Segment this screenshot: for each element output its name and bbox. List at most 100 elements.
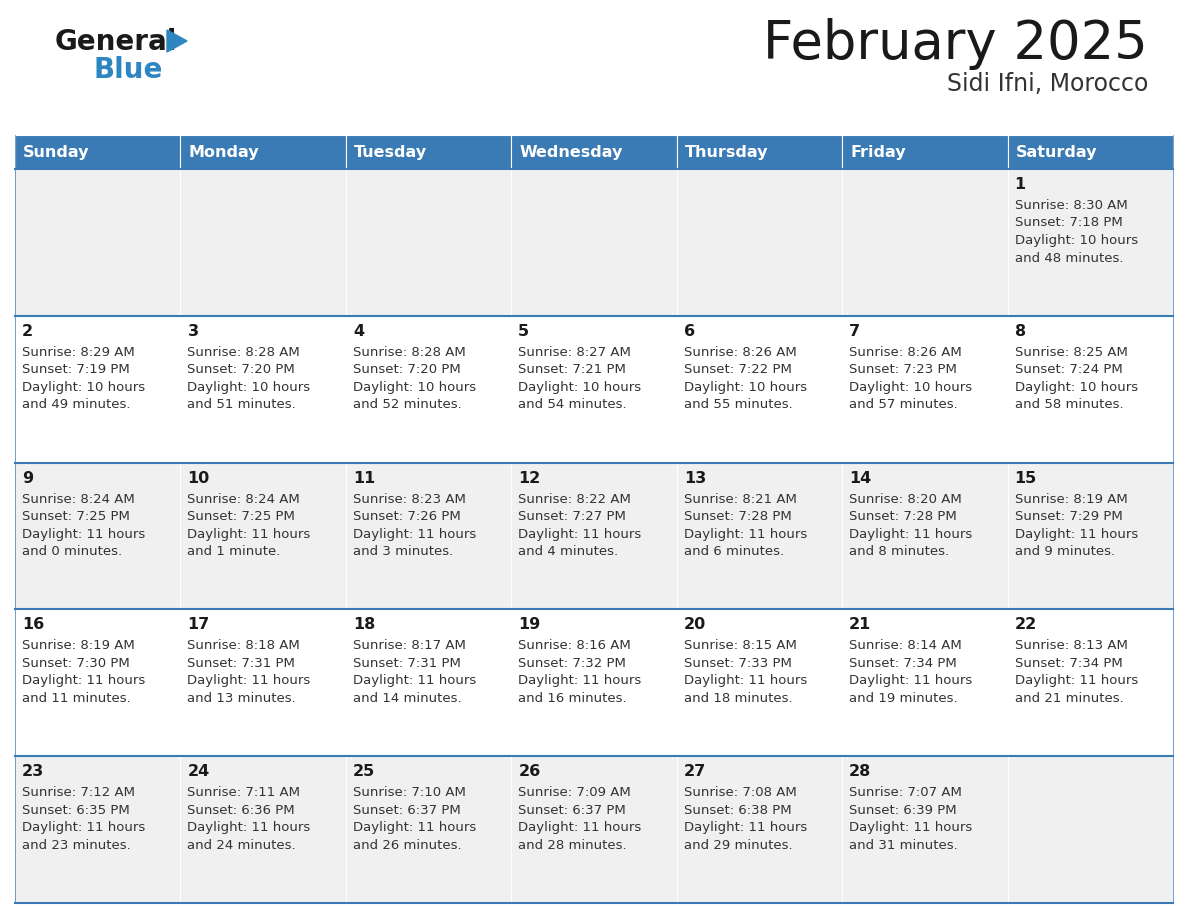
Text: Sunset: 7:20 PM: Sunset: 7:20 PM <box>188 364 295 376</box>
Text: Daylight: 10 hours: Daylight: 10 hours <box>188 381 310 394</box>
Text: Sunset: 7:31 PM: Sunset: 7:31 PM <box>188 657 296 670</box>
Text: Daylight: 11 hours: Daylight: 11 hours <box>188 528 311 541</box>
Text: Sunrise: 8:20 AM: Sunrise: 8:20 AM <box>849 493 962 506</box>
Bar <box>842 135 1007 169</box>
Bar <box>15 169 1173 316</box>
Text: Sunrise: 8:26 AM: Sunrise: 8:26 AM <box>849 346 962 359</box>
Text: 13: 13 <box>684 471 706 486</box>
Text: Sunset: 7:24 PM: Sunset: 7:24 PM <box>1015 364 1123 376</box>
Text: and 52 minutes.: and 52 minutes. <box>353 398 462 411</box>
Text: 6: 6 <box>684 324 695 339</box>
Text: Sunset: 6:38 PM: Sunset: 6:38 PM <box>684 803 791 817</box>
Text: Sunset: 7:22 PM: Sunset: 7:22 PM <box>684 364 791 376</box>
Text: Sunrise: 8:15 AM: Sunrise: 8:15 AM <box>684 640 797 653</box>
Text: 1: 1 <box>1015 177 1025 192</box>
Text: Sunset: 6:35 PM: Sunset: 6:35 PM <box>23 803 129 817</box>
Text: 10: 10 <box>188 471 209 486</box>
Text: 12: 12 <box>518 471 541 486</box>
Text: Sunrise: 8:18 AM: Sunrise: 8:18 AM <box>188 640 301 653</box>
Text: Daylight: 11 hours: Daylight: 11 hours <box>849 822 973 834</box>
Text: 7: 7 <box>849 324 860 339</box>
Text: Sunrise: 7:10 AM: Sunrise: 7:10 AM <box>353 786 466 800</box>
Text: 8: 8 <box>1015 324 1025 339</box>
Bar <box>15 463 1173 610</box>
Text: and 0 minutes.: and 0 minutes. <box>23 545 122 558</box>
Text: General: General <box>55 28 177 56</box>
Text: Sunrise: 8:24 AM: Sunrise: 8:24 AM <box>23 493 134 506</box>
Text: Blue: Blue <box>93 56 163 84</box>
Text: Sunset: 6:36 PM: Sunset: 6:36 PM <box>188 803 295 817</box>
Text: and 8 minutes.: and 8 minutes. <box>849 545 949 558</box>
Text: and 11 minutes.: and 11 minutes. <box>23 692 131 705</box>
Text: Daylight: 11 hours: Daylight: 11 hours <box>518 528 642 541</box>
Text: 16: 16 <box>23 618 44 633</box>
Text: Sunrise: 8:19 AM: Sunrise: 8:19 AM <box>23 640 134 653</box>
Text: 5: 5 <box>518 324 530 339</box>
Text: and 24 minutes.: and 24 minutes. <box>188 839 296 852</box>
Text: Sunrise: 8:21 AM: Sunrise: 8:21 AM <box>684 493 797 506</box>
Text: Sunset: 7:29 PM: Sunset: 7:29 PM <box>1015 510 1123 523</box>
Text: and 21 minutes.: and 21 minutes. <box>1015 692 1124 705</box>
Bar <box>15 610 1173 756</box>
Text: Sunset: 7:23 PM: Sunset: 7:23 PM <box>849 364 958 376</box>
Text: Monday: Monday <box>189 144 259 160</box>
Text: 17: 17 <box>188 618 209 633</box>
Text: 27: 27 <box>684 764 706 779</box>
Text: Sunrise: 7:11 AM: Sunrise: 7:11 AM <box>188 786 301 800</box>
Text: and 48 minutes.: and 48 minutes. <box>1015 252 1123 264</box>
Text: Sunrise: 8:28 AM: Sunrise: 8:28 AM <box>353 346 466 359</box>
Text: Sunrise: 8:26 AM: Sunrise: 8:26 AM <box>684 346 796 359</box>
Text: Sunrise: 7:12 AM: Sunrise: 7:12 AM <box>23 786 135 800</box>
Text: Sunrise: 8:19 AM: Sunrise: 8:19 AM <box>1015 493 1127 506</box>
Text: and 3 minutes.: and 3 minutes. <box>353 545 453 558</box>
Text: Sunset: 7:26 PM: Sunset: 7:26 PM <box>353 510 461 523</box>
Text: Sunrise: 8:28 AM: Sunrise: 8:28 AM <box>188 346 301 359</box>
Text: Sunrise: 8:17 AM: Sunrise: 8:17 AM <box>353 640 466 653</box>
Text: and 19 minutes.: and 19 minutes. <box>849 692 958 705</box>
Text: Sunset: 7:34 PM: Sunset: 7:34 PM <box>1015 657 1123 670</box>
Text: and 31 minutes.: and 31 minutes. <box>849 839 958 852</box>
Text: 9: 9 <box>23 471 33 486</box>
Text: Sunrise: 7:07 AM: Sunrise: 7:07 AM <box>849 786 962 800</box>
Text: and 57 minutes.: and 57 minutes. <box>849 398 958 411</box>
Text: 14: 14 <box>849 471 871 486</box>
Bar <box>15 135 181 169</box>
Text: 18: 18 <box>353 618 375 633</box>
Text: Sunset: 7:25 PM: Sunset: 7:25 PM <box>188 510 296 523</box>
Text: 25: 25 <box>353 764 375 779</box>
Text: Sunrise: 7:09 AM: Sunrise: 7:09 AM <box>518 786 631 800</box>
Text: Daylight: 11 hours: Daylight: 11 hours <box>353 675 476 688</box>
Text: and 14 minutes.: and 14 minutes. <box>353 692 461 705</box>
Text: Sunset: 7:28 PM: Sunset: 7:28 PM <box>684 510 791 523</box>
Text: 11: 11 <box>353 471 375 486</box>
Text: Sunrise: 8:30 AM: Sunrise: 8:30 AM <box>1015 199 1127 212</box>
Text: and 16 minutes.: and 16 minutes. <box>518 692 627 705</box>
Text: 2: 2 <box>23 324 33 339</box>
Text: Daylight: 11 hours: Daylight: 11 hours <box>23 675 145 688</box>
Bar <box>346 135 511 169</box>
Bar <box>1007 135 1173 169</box>
Text: Daylight: 11 hours: Daylight: 11 hours <box>684 822 807 834</box>
Text: and 1 minute.: and 1 minute. <box>188 545 280 558</box>
Text: Daylight: 11 hours: Daylight: 11 hours <box>1015 675 1138 688</box>
Text: Sunset: 7:19 PM: Sunset: 7:19 PM <box>23 364 129 376</box>
Text: Sunset: 7:30 PM: Sunset: 7:30 PM <box>23 657 129 670</box>
Text: Sunset: 7:27 PM: Sunset: 7:27 PM <box>518 510 626 523</box>
Text: Thursday: Thursday <box>684 144 769 160</box>
Text: Sunrise: 8:22 AM: Sunrise: 8:22 AM <box>518 493 631 506</box>
Text: Sunrise: 8:27 AM: Sunrise: 8:27 AM <box>518 346 631 359</box>
Text: Sunrise: 8:13 AM: Sunrise: 8:13 AM <box>1015 640 1127 653</box>
Text: and 6 minutes.: and 6 minutes. <box>684 545 784 558</box>
Text: Sunset: 7:33 PM: Sunset: 7:33 PM <box>684 657 791 670</box>
Text: Wednesday: Wednesday <box>519 144 623 160</box>
Bar <box>511 135 677 169</box>
Polygon shape <box>168 30 187 52</box>
Text: Sunset: 7:34 PM: Sunset: 7:34 PM <box>849 657 956 670</box>
Text: Daylight: 11 hours: Daylight: 11 hours <box>849 528 973 541</box>
Text: Daylight: 11 hours: Daylight: 11 hours <box>849 675 973 688</box>
Text: Daylight: 10 hours: Daylight: 10 hours <box>849 381 972 394</box>
Text: 23: 23 <box>23 764 44 779</box>
Text: Sunrise: 8:16 AM: Sunrise: 8:16 AM <box>518 640 631 653</box>
Text: and 4 minutes.: and 4 minutes. <box>518 545 619 558</box>
Text: Daylight: 10 hours: Daylight: 10 hours <box>1015 381 1138 394</box>
